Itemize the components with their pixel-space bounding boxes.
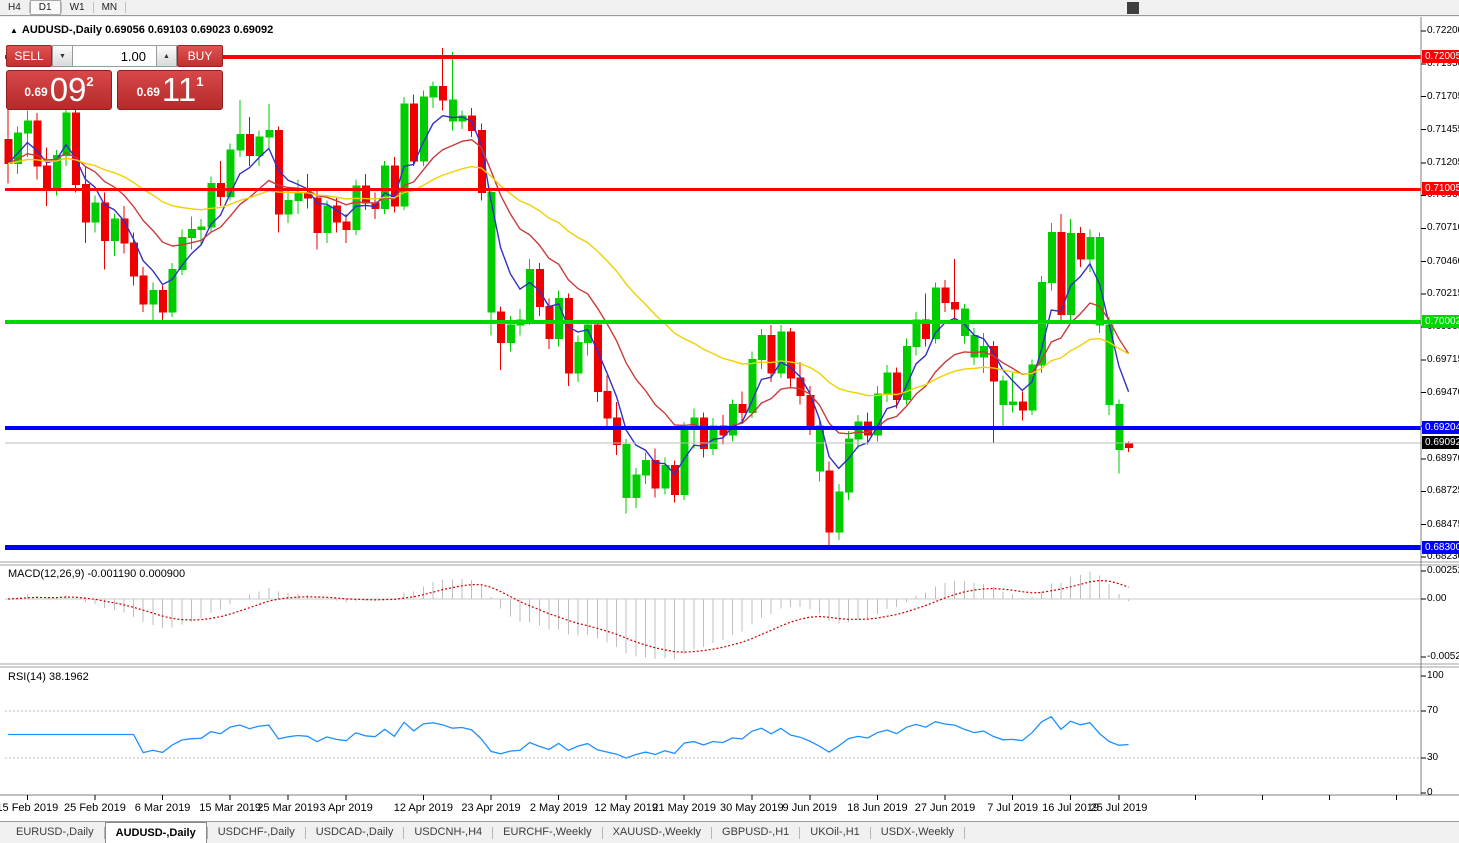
chart-tab-eurchf[interactable]: EURCHF-,Weekly [503,826,592,838]
timeframe-button-h4[interactable]: H4 [8,2,21,13]
tab-separator [869,826,871,839]
hline-price-tag: 0.71005 [1422,182,1459,196]
tab-separator [799,826,801,839]
date-axis-label: 2 May 2019 [529,802,588,814]
chart-symbol-label: AUDUSD-,Daily [21,24,102,36]
timeframe-button-w1[interactable]: W1 [69,2,85,13]
chart-tab-ukoil[interactable]: UKOil-,H1 [810,826,860,838]
date-axis-label: 27 Jun 2019 [914,802,976,814]
date-axis-label: 7 Jul 2019 [987,802,1039,814]
hline-price-tag: 0.72005 [1422,49,1459,63]
buy-price-sup: 1 [196,74,204,89]
rsi-axis-tick: 0 [1427,787,1433,798]
date-axis-label: 15 Mar 2019 [199,802,262,814]
rsi-indicator-label: RSI(14) 38.1962 [8,671,89,683]
current-price-tag: 0.69092 [1422,435,1459,449]
buy-button[interactable]: BUY [177,45,223,67]
toolbar-separator [92,2,94,13]
volume-input[interactable]: 1.00 [73,45,156,67]
chart-canvas [0,17,1459,821]
chart-tab-gbpusd[interactable]: GBPUSD-,H1 [722,826,790,838]
hline-price-tag: 0.70002 [1422,315,1459,329]
sell-price-display[interactable]: 0.69 09 2 [6,70,112,110]
rsi-axis-tick: 70 [1427,705,1439,717]
chart-title[interactable]: ▲ AUDUSD-,Daily 0.69056 0.69103 0.69023 0… [10,24,273,36]
chart-tab-usdcnh[interactable]: USDCNH-,H4 [414,826,483,838]
date-axis-label: 3 Apr 2019 [319,802,373,814]
price-axis-tick: 0.71205 [1427,156,1459,168]
date-axis-label: 21 May 2019 [652,802,716,814]
sell-price-big: 09 [49,71,87,108]
toolbar-separator [125,2,127,13]
chart-title-arrow-icon: ▲ [10,26,18,35]
buy-price-big: 11 [161,71,197,108]
date-axis-label: 16 Jul 2019 [1042,802,1100,814]
macd-axis-tick: -0.00523 [1427,651,1459,662]
chart-tab-xauusd[interactable]: XAUUSD-,Weekly [612,826,702,838]
toolbar-grip-icon [1127,2,1139,14]
date-axis-label: 15 Feb 2019 [0,802,59,814]
date-axis-label: 25 Feb 2019 [64,802,126,814]
tab-separator [403,826,405,839]
timeframe-toolbar: H4 D1 W1 MN [0,0,1459,16]
date-axis-label: 30 May 2019 [720,802,784,814]
rsi-axis-tick: 30 [1427,751,1439,763]
chart-ohlc-values: 0.69056 0.69103 0.69023 0.69092 [105,24,274,36]
price-axis-tick: 0.71455 [1427,123,1459,135]
toolbar-separator [60,2,62,13]
macd-indicator-label: MACD(12,26,9) -0.001190 0.000900 [8,568,186,580]
toolbar-separator [28,2,30,13]
chart-tab-eurusd[interactable]: EURUSD-,Daily [16,826,94,838]
sell-price-sup: 2 [86,74,94,89]
buy-price-main: 0.69 [136,85,160,99]
macd-axis-tick: 0.002522 [1427,565,1459,577]
chart-tab-usdcad[interactable]: USDCAD-,Daily [315,826,394,838]
chart-tab-usdx[interactable]: USDX-,Weekly [880,826,954,838]
date-axis-label: 12 May 2019 [594,802,659,814]
date-axis-label: 23 Apr 2019 [461,802,521,814]
volume-increase-button[interactable]: ▲ [156,45,177,67]
date-axis-label: 12 Apr 2019 [393,802,454,814]
rsi-axis-tick: 100 [1427,670,1444,681]
tab-separator [492,826,494,839]
price-axis-tick: 0.68725 [1427,485,1459,497]
chart-tab-usdchf[interactable]: USDCHF-,Daily [217,826,295,838]
tab-separator [601,826,603,839]
chart-tab-audusd[interactable]: AUDUSD-,Daily [104,822,207,843]
tab-separator [711,826,713,839]
hline-price-tag: 0.68300 [1422,540,1459,554]
chart-tab-bar: EURUSD-,Daily AUDUSD-,Daily USDCHF-,Daily U… [0,821,1459,843]
hline-price-tag: 0.69204 [1422,420,1459,434]
buy-price-display[interactable]: 0.69 11 1 [117,70,223,110]
one-click-trade-panel: SELL ▼ 1.00 ▲ BUY 0.69 09 2 0.69 11 1 [6,45,225,110]
price-axis-tick: 0.68475 [1427,518,1459,530]
date-axis-label: 18 Jun 2019 [847,802,908,814]
tab-separator [304,826,306,839]
price-axis-tick: 0.71705 [1427,90,1459,102]
timeframe-button-d1[interactable]: D1 [29,0,61,15]
date-axis-label: 6 Mar 2019 [134,802,191,814]
sell-button[interactable]: SELL [6,45,52,67]
timeframe-button-mn[interactable]: MN [101,2,118,13]
sell-price-main: 0.69 [24,85,48,99]
tab-separator [963,826,965,839]
date-axis-label: 25 Jul 2019 [1090,802,1148,814]
volume-decrease-button[interactable]: ▼ [52,45,73,67]
tab-separator [103,826,105,839]
date-axis-label: 9 Jun 2019 [782,802,837,814]
macd-axis-tick: 0.00 [1427,593,1447,604]
price-axis-tick: 0.69715 [1427,354,1459,366]
date-axis-label: 25 Mar 2019 [257,802,320,814]
price-axis-tick: 0.70215 [1427,287,1459,299]
tab-separator [206,826,208,839]
